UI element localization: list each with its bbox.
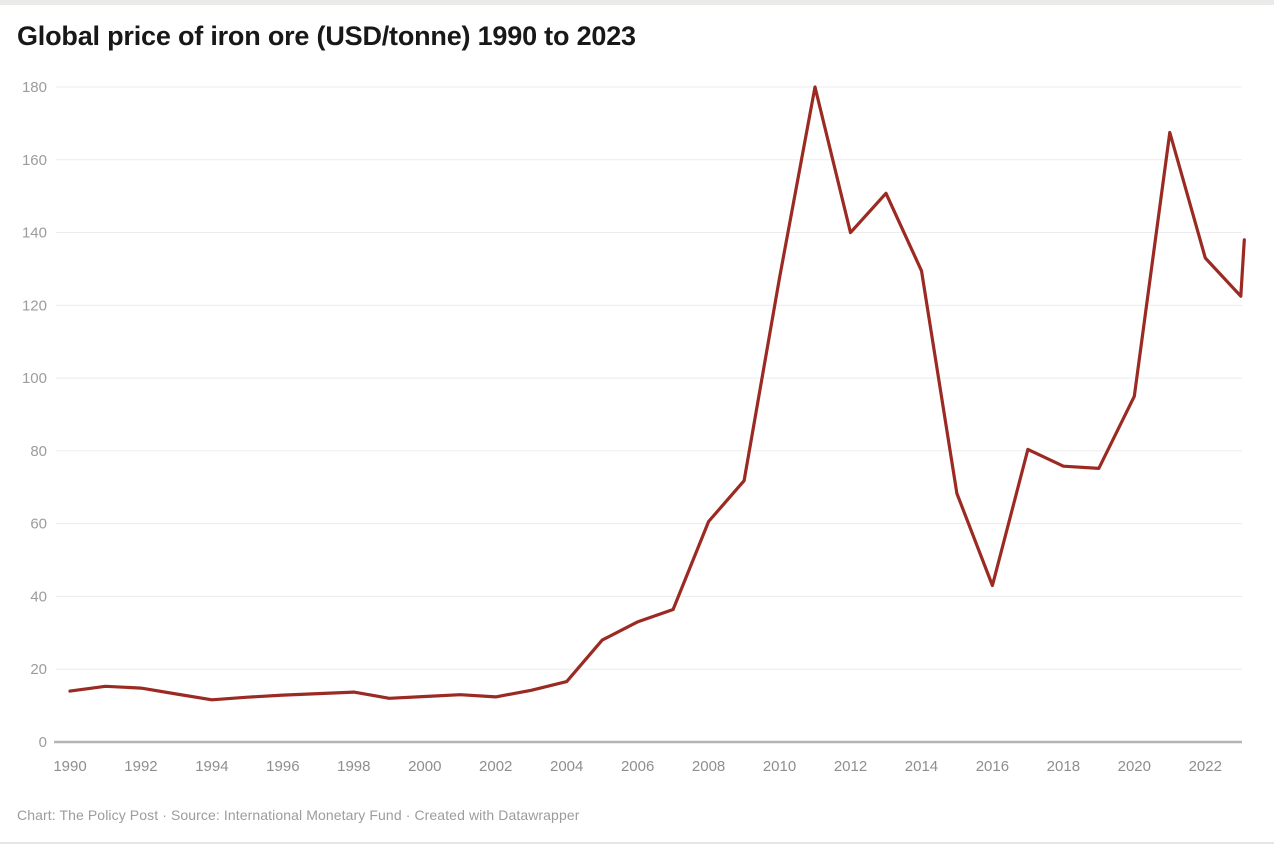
x-tick-label: 2018: [1047, 758, 1080, 775]
chart-footer: Chart: The Policy Post · Source: Interna…: [17, 807, 580, 823]
x-tick-label: 2010: [763, 758, 796, 775]
x-tick-label: 1992: [124, 758, 157, 775]
y-tick-label: 120: [22, 297, 47, 314]
x-tick-label: 2006: [621, 758, 654, 775]
y-tick-label: 20: [30, 661, 47, 678]
x-tick-label: 1994: [195, 758, 228, 775]
x-tick-label: 2020: [1118, 758, 1151, 775]
x-tick-label: 2004: [550, 758, 583, 775]
x-tick-label: 2008: [692, 758, 725, 775]
x-tick-label: 1990: [53, 758, 86, 775]
price-line[interactable]: Iron ore price (USD/tonne): [68, 85, 1246, 702]
x-tick-label: 2012: [834, 758, 867, 775]
top-border: [0, 0, 1274, 5]
y-tick-label: 40: [30, 588, 47, 605]
x-tick-label: 1998: [337, 758, 370, 775]
y-tick-label: 160: [22, 152, 47, 169]
y-tick-label: 180: [22, 79, 47, 96]
chart-title: Global price of iron ore (USD/tonne) 199…: [17, 21, 636, 51]
x-tick-label: 1996: [266, 758, 299, 775]
x-tick-label: 2022: [1189, 758, 1222, 775]
x-tick-label: 2000: [408, 758, 441, 775]
y-tick-label: 100: [22, 370, 47, 387]
y-tick-label: 0: [39, 734, 47, 751]
bottom-border: [0, 842, 1274, 844]
x-tick-label: 2014: [905, 758, 938, 775]
x-tick-label: 2002: [479, 758, 512, 775]
y-tick-label: 140: [22, 225, 47, 242]
y-tick-label: 60: [30, 516, 47, 533]
y-tick-label: 80: [30, 443, 47, 460]
x-tick-label: 2016: [976, 758, 1009, 775]
